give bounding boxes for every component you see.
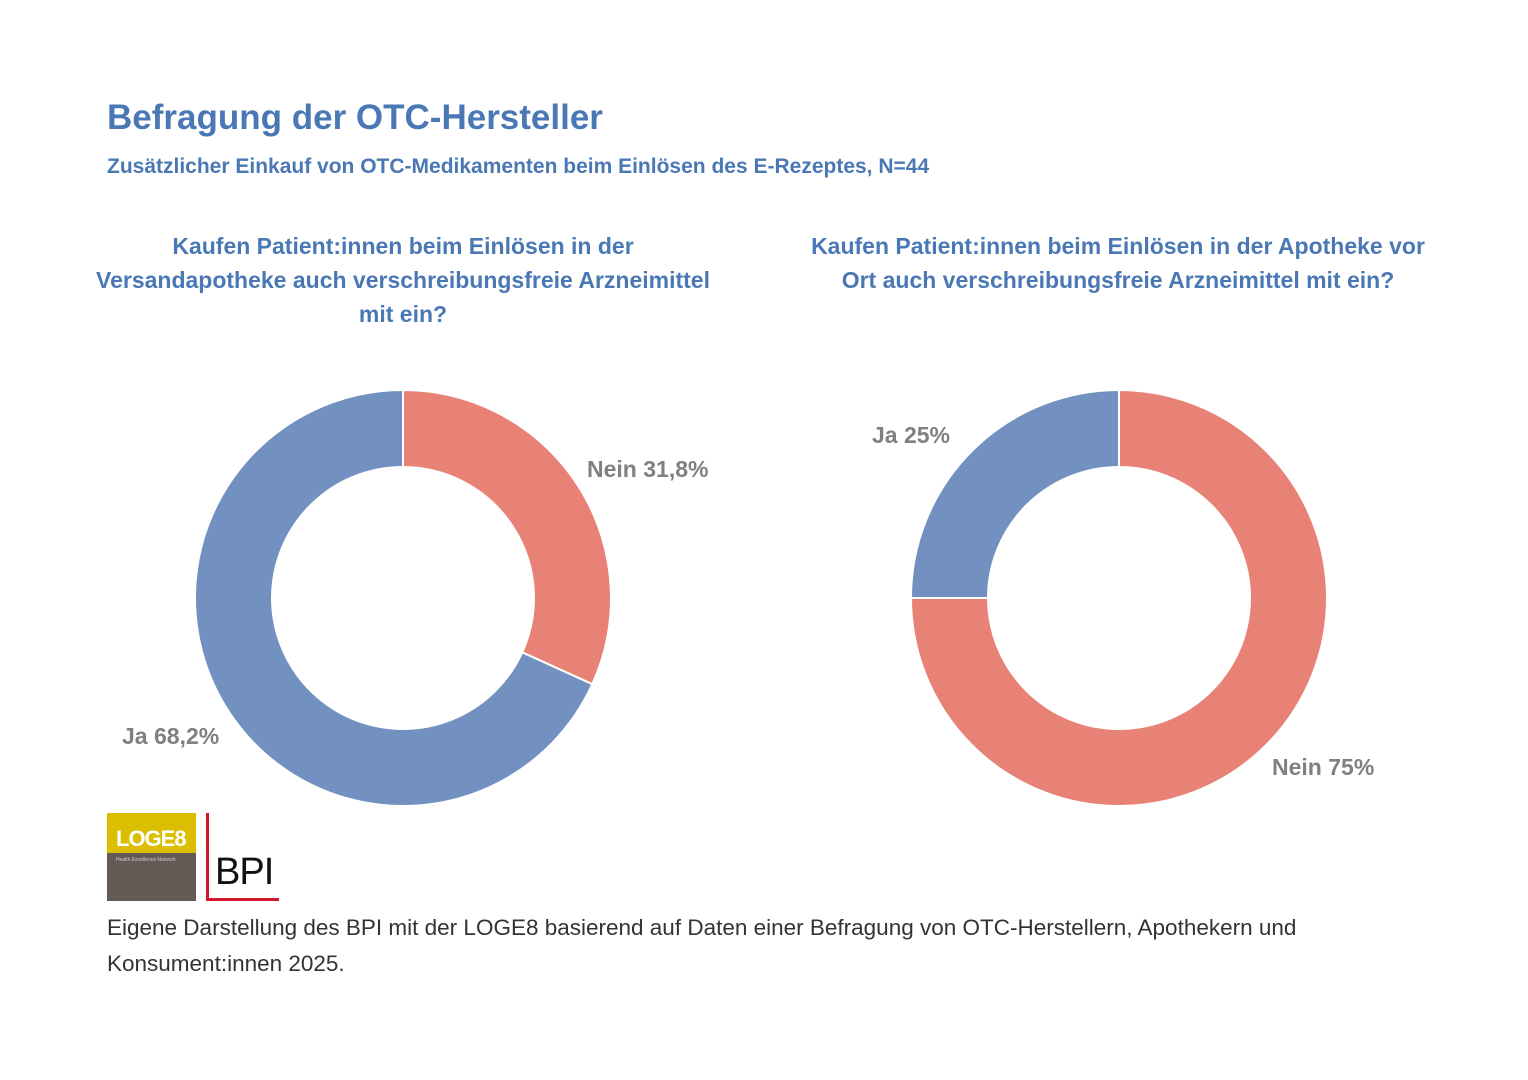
bpi-logo: BPI [206,813,279,901]
donut-slice-left-ja [194,388,594,807]
label-right-nein: Nein 75% [1272,754,1375,780]
label-right-ja: Ja 25% [872,422,951,448]
bpi-logo-text: BPI [215,851,274,893]
chart-title-left: Kaufen Patient:innen beim Einlösen in de… [96,233,710,327]
source-note: Eigene Darstellung des BPI mit der LOGE8… [107,915,1297,976]
donut-slice-right-ja [909,388,1120,599]
label-left-nein: Nein 31,8% [587,456,709,482]
donut-slice-right-nein [909,388,1328,807]
page-subtitle: Zusätzlicher Einkauf von OTC-Medikamente… [107,155,930,178]
loge8-logo-text: LOGE8 [107,813,196,853]
label-left-ja: Ja 68,2% [122,723,220,749]
loge8-logo-tagline: Health.Excellence.Network [107,853,196,901]
loge8-logo: LOGE8 Health.Excellence.Network [107,813,196,901]
page-title: Befragung der OTC-Hersteller [107,98,603,137]
chart-title-right: Kaufen Patient:innen beim Einlösen in de… [811,233,1425,293]
donut-slice-left-nein [402,388,612,686]
